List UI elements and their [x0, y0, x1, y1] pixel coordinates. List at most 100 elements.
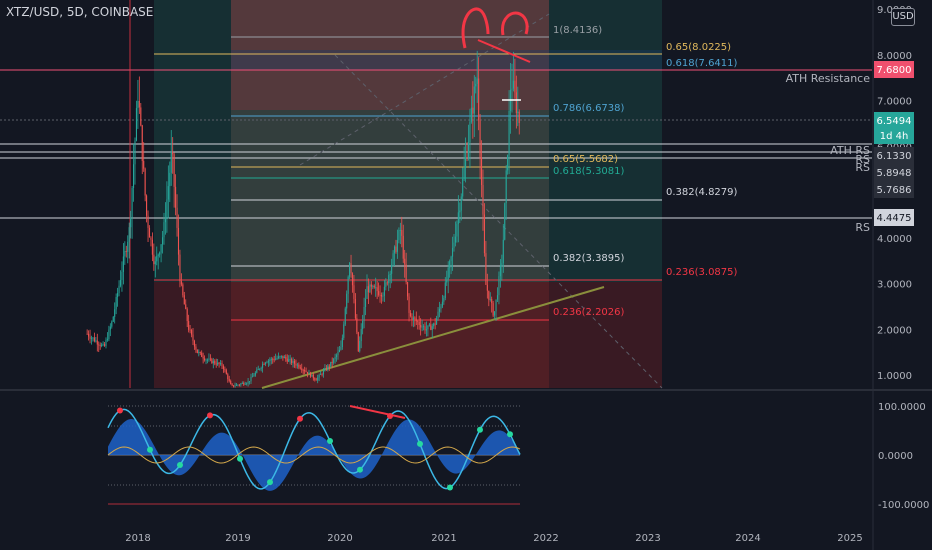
candle-body	[92, 337, 94, 339]
candle-body	[254, 372, 256, 376]
candle-body	[428, 324, 430, 326]
candle-body	[228, 379, 230, 381]
candle-body	[351, 273, 354, 286]
candle-body	[275, 358, 277, 360]
price-tag-current-bg	[874, 112, 914, 144]
candle-body	[289, 359, 291, 360]
candle-body	[359, 341, 361, 352]
osc-tick-label: 0.0000	[878, 451, 913, 462]
candle-body	[444, 282, 446, 299]
fib-label-1: 1(8.4136)	[553, 25, 602, 36]
candle-body	[273, 359, 275, 361]
candle-body	[234, 385, 236, 387]
candle-body	[105, 339, 107, 346]
candle-body	[179, 254, 181, 282]
candle-body	[161, 237, 164, 245]
fib-zone-middle	[231, 110, 549, 282]
candle-body	[459, 210, 461, 213]
candle-body	[370, 284, 372, 287]
price-tag-level-3-bg	[874, 181, 914, 198]
candle-body	[130, 217, 132, 228]
osc-signal-dot	[447, 484, 453, 491]
candle-body	[433, 323, 435, 327]
candle-body	[260, 367, 262, 369]
candle-body	[140, 107, 142, 126]
candle-body	[170, 151, 172, 173]
time-axis[interactable]: 2018 2019 2020 2021 2022 2023 2024 2025	[125, 533, 862, 544]
fib-label-065-lower: 0.65(5.5682)	[553, 154, 618, 165]
osc-tick-label: -100.0000	[878, 500, 929, 511]
osc-signal-dot	[237, 455, 243, 462]
candle-body	[288, 359, 290, 362]
candle-body	[517, 111, 519, 114]
candle-body	[217, 362, 219, 365]
candle-body	[102, 344, 104, 346]
candle-body	[343, 324, 345, 338]
candle-body	[285, 356, 287, 359]
candle-body	[485, 253, 487, 285]
candle-body	[515, 92, 517, 114]
candle-body	[185, 304, 187, 309]
candle-body	[237, 384, 239, 386]
candle-body	[88, 333, 90, 337]
price-tag-ath: 7.6800	[877, 65, 912, 76]
price-tick-label: 3.0000	[877, 280, 912, 291]
double-top-right-arc	[501, 11, 529, 36]
candle-body	[372, 285, 374, 287]
candle-body	[409, 312, 412, 317]
price-tick-label: 2.0000	[877, 325, 912, 336]
candle-body	[475, 83, 477, 87]
candle-body	[405, 264, 407, 283]
candle-body	[114, 309, 116, 317]
osc-signal-dot	[267, 479, 273, 486]
candle-body	[417, 321, 419, 323]
candle-body	[369, 284, 371, 293]
candle-body	[466, 157, 468, 159]
candle-body	[166, 199, 168, 220]
symbol-title[interactable]: XTZ/USD, 5D, COINBASE	[6, 5, 154, 19]
candle-body	[431, 326, 433, 330]
osc-signal-dot	[477, 426, 483, 433]
time-tick-label: 2019	[225, 533, 250, 544]
candle-body	[502, 239, 504, 264]
candle-body	[344, 308, 346, 325]
fib-zone-bottom-red	[231, 282, 549, 388]
candle-body	[93, 337, 95, 342]
candle-body	[280, 355, 282, 357]
price-axis[interactable]: 1.00002.00003.00004.00005.00006.00007.00…	[872, 0, 914, 550]
candle-body	[259, 368, 261, 370]
currency-badge[interactable]: USD	[891, 8, 915, 26]
candle-body	[291, 359, 293, 363]
candle-body	[124, 250, 126, 257]
candle-body	[150, 237, 152, 240]
price-tag-current: 6.5494	[877, 116, 912, 127]
osc-axis-ticks: 100.0000 0.0000 -100.0000	[878, 402, 929, 511]
candle-body	[486, 284, 488, 291]
candle-body	[479, 120, 481, 158]
osc-tick-label: 100.0000	[878, 402, 926, 413]
candle-body	[321, 374, 323, 375]
candle-body	[436, 318, 438, 325]
candle-body	[505, 170, 507, 204]
candle-body	[134, 140, 136, 165]
candle-body	[192, 334, 194, 341]
fib-label-0618-upper: 0.618(7.6411)	[666, 58, 738, 69]
candle-body	[317, 377, 319, 381]
candle-body	[404, 258, 406, 265]
candle-body	[157, 254, 159, 256]
candle-body	[414, 317, 416, 319]
candle-body	[434, 323, 436, 325]
candle-body	[127, 241, 129, 252]
candle-body	[286, 358, 288, 362]
candle-body	[96, 340, 98, 345]
candle-body	[341, 337, 343, 347]
candle-body	[154, 261, 156, 265]
candle-body	[293, 360, 296, 364]
level-label-rs-3: RS	[855, 221, 870, 234]
candle-body	[488, 290, 490, 300]
candle-body	[356, 318, 358, 333]
candle-body	[101, 344, 103, 347]
candle-body	[482, 185, 484, 215]
candle-body	[312, 374, 314, 379]
